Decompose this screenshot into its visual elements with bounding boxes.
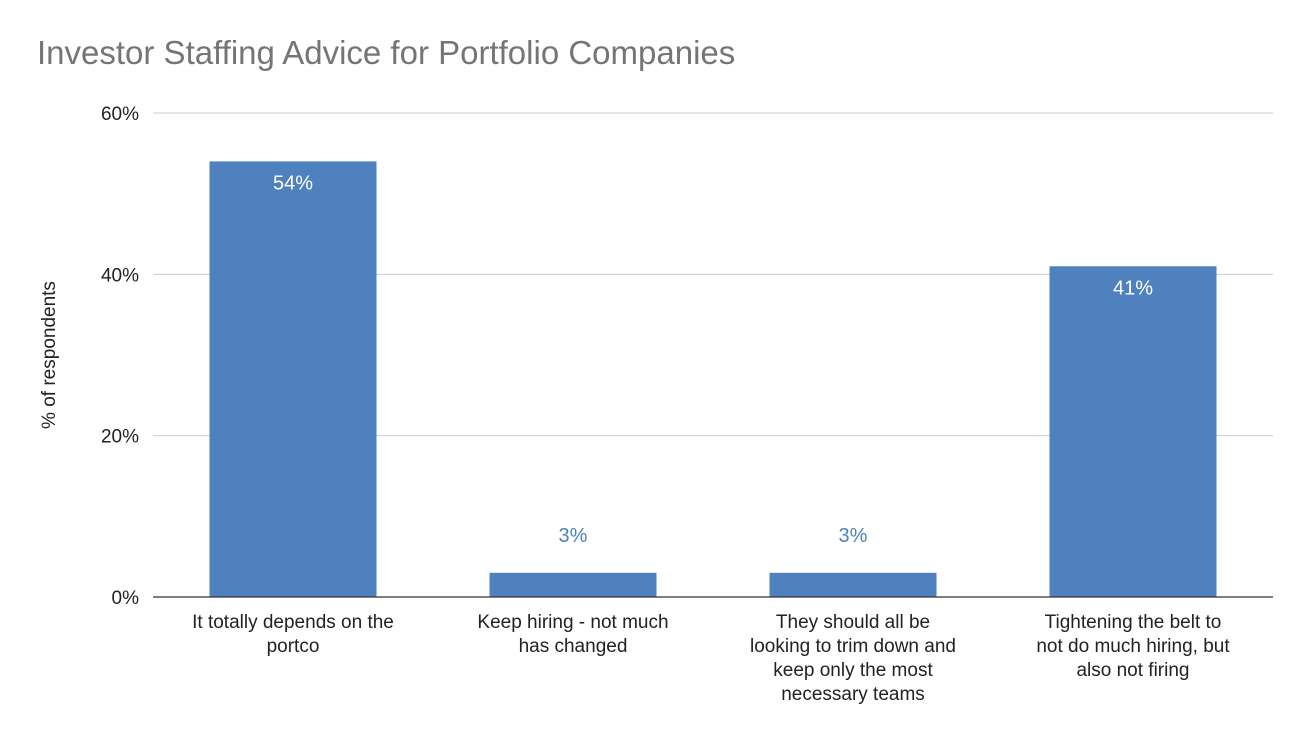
data-label: 3% [559, 525, 588, 547]
x-tick-label: looking to trim down and [750, 636, 956, 657]
x-tick-label: also not firing [1076, 660, 1189, 681]
x-tick-label: has changed [519, 636, 628, 657]
data-label: 3% [839, 525, 868, 547]
y-tick-label: 20% [101, 427, 139, 448]
bar [769, 572, 937, 597]
x-tick-label: not do much hiring, but [1036, 636, 1230, 657]
x-tick-label: It totally depends on the [192, 612, 394, 633]
data-label: 54% [273, 172, 313, 194]
data-label: 41% [1113, 277, 1153, 299]
x-tick-label: Keep hiring - not much [477, 612, 668, 633]
x-tick-label: Tightening the belt to [1045, 612, 1222, 633]
bar [209, 161, 377, 597]
bar [489, 572, 657, 597]
x-tick-label: They should all be [776, 612, 930, 633]
y-tick-label: 60% [101, 104, 139, 125]
chart-title: Investor Staffing Advice for Portfolio C… [37, 34, 736, 71]
bar [1049, 266, 1217, 597]
x-tick-label: portco [267, 636, 320, 657]
y-tick-label: 0% [112, 588, 140, 609]
y-axis-label: % of respondents [39, 281, 60, 429]
x-tick-label: keep only the most [773, 660, 933, 681]
y-tick-label: 40% [101, 265, 139, 286]
x-tick-label: necessary teams [781, 684, 925, 705]
